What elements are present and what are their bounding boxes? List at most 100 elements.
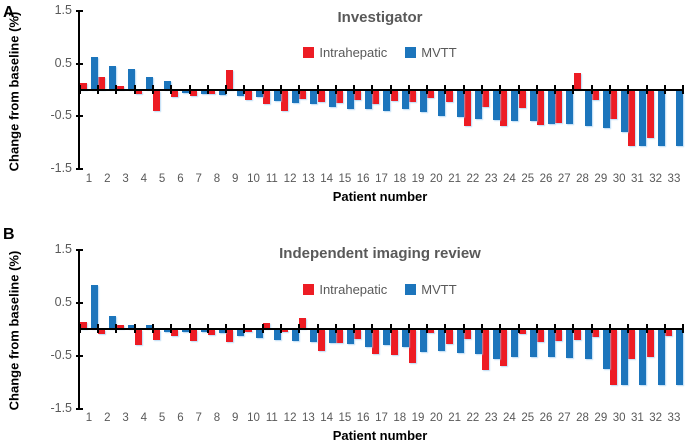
category-tick [517,85,520,94]
zero-axis-line [78,328,684,330]
category-tick [499,85,502,94]
bar-mvtt-15 [346,330,354,345]
x-tick-label-7: 7 [195,173,202,185]
bar-mvtt-23 [493,330,501,359]
y-tick-label--1.5: -1.5 [50,400,72,415]
y-axis-tick [76,167,83,170]
category-tick [353,85,356,94]
bar-mvtt-17 [383,330,391,346]
category-tick [316,324,319,333]
category-tick [279,324,282,333]
bar-intrahepatic-15 [335,91,343,103]
category-tick [371,324,374,333]
bar-mvtt-19 [420,91,428,112]
bar-mvtt-8 [218,330,226,334]
bar-intrahepatic-14 [317,91,325,103]
category-tick [97,85,100,94]
category-tick [334,324,337,333]
bar-mvtt-6 [182,91,190,94]
bar-intrahepatic-31 [628,330,636,359]
category-tick [78,85,81,94]
x-tick-label-21: 21 [448,173,461,185]
category-tick [572,85,575,94]
category-tick [462,85,465,94]
category-tick [407,324,410,333]
bar-mvtt-16 [365,91,373,110]
category-tick [462,324,465,333]
bar-intrahepatic-23 [482,330,490,371]
y-axis-tick [76,354,83,357]
bar-intrahepatic-27 [555,91,563,123]
bar-intrahepatic-2 [98,77,106,90]
bar-intrahepatic-16 [354,91,362,100]
category-tick [517,324,520,333]
bar-mvtt-15 [346,91,354,110]
bar-mvtt-31 [639,91,647,147]
bar-intrahepatic-30 [610,91,618,120]
intrahepatic-swatch [303,284,315,295]
x-tick-label-2: 2 [104,412,111,424]
x-tick-label-30: 30 [612,412,626,424]
x-tick-label-25: 25 [521,412,535,424]
x-tick-label-23: 23 [484,412,498,424]
x-tick-label-30: 30 [612,173,626,185]
bar-mvtt-25 [529,91,537,121]
bar-mvtt-32 [657,330,665,385]
x-tick-label-29: 29 [594,173,608,185]
bar-intrahepatic-32 [646,91,654,138]
bar-intrahepatic-12 [281,91,289,111]
bar-mvtt-5 [164,330,172,333]
bar-intrahepatic-7 [189,91,197,97]
panel-b-plot: 1.5 0.5 -0.5 -1.5 1 2 3 4 5 6 7 8 9 10 11 12 13 14 15 16 17 1… [0,222,685,445]
bar-intrahepatic-28 [573,330,581,341]
bar-intrahepatic-5 [153,91,161,111]
category-tick [334,85,337,94]
bar-mvtt-14 [328,330,336,344]
bar-mvtt-11 [273,330,281,341]
y-tick-label-1.5: 1.5 [54,3,72,18]
category-tick [206,85,209,94]
x-tick-label-12: 12 [283,173,297,185]
bar-mvtt-10 [255,91,263,98]
intrahepatic-swatch [303,47,315,58]
bar-intrahepatic-17 [372,91,380,105]
x-tick-label-21: 21 [448,412,461,424]
x-tick-label-9: 9 [232,412,239,424]
x-tick-label-13: 13 [301,173,315,185]
x-tick-label-32: 32 [649,412,663,424]
bar-mvtt-7 [200,91,208,95]
category-tick [97,324,100,333]
bar-mvtt-13 [310,91,318,105]
x-tick-label-13: 13 [301,412,315,424]
x-tick-label-15: 15 [338,173,352,185]
x-tick-label-25: 25 [521,173,535,185]
bar-intrahepatic-25 [518,330,526,335]
bar-mvtt-19 [420,330,428,353]
bar-intrahepatic-1 [80,82,87,90]
category-tick [243,85,246,94]
bar-mvtt-5 [164,80,172,90]
bar-mvtt-33 [675,330,683,385]
category-tick [481,324,484,333]
x-tick-label-28: 28 [576,173,589,185]
bar-mvtt-3 [127,324,135,329]
bar-intrahepatic-13 [299,317,307,329]
bar-intrahepatic-15 [335,330,343,344]
bar-intrahepatic-33 [664,330,672,336]
bar-intrahepatic-16 [354,330,362,339]
bar-intrahepatic-21 [445,91,453,103]
x-tick-label-17: 17 [375,412,388,424]
category-tick [481,85,484,94]
category-tick [499,324,502,333]
bar-mvtt-33 [675,91,683,147]
bar-mvtt-14 [328,91,336,108]
x-tick-label-5: 5 [158,173,166,185]
bar-mvtt-32 [657,91,665,147]
panel-b-title: Independent imaging review [279,245,481,262]
bar-intrahepatic-23 [482,91,490,108]
category-tick [389,324,392,333]
y-tick-label-0.5: 0.5 [54,55,72,70]
category-tick [682,85,685,94]
bar-mvtt-22 [474,330,482,355]
